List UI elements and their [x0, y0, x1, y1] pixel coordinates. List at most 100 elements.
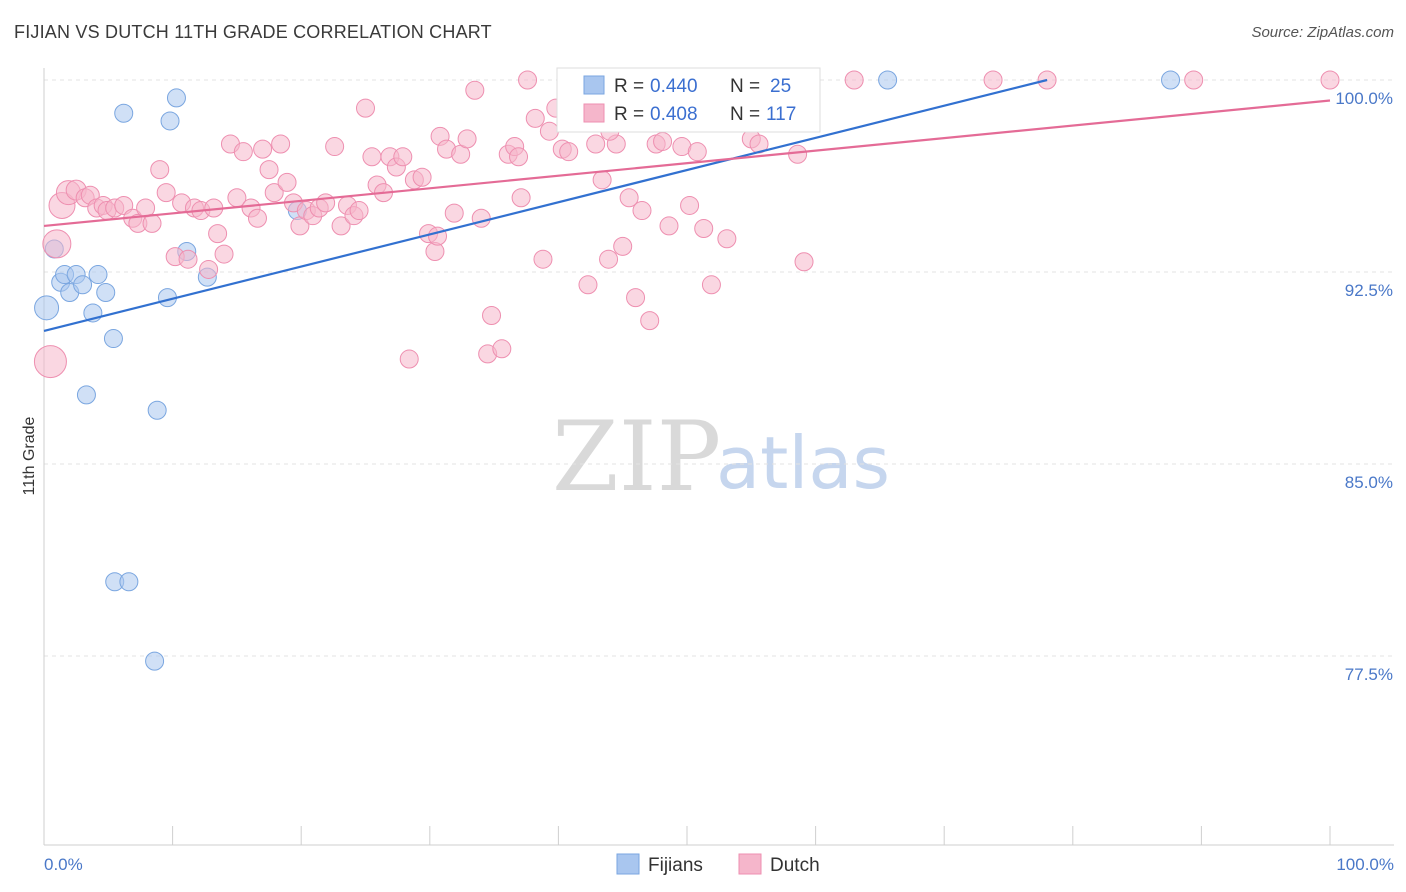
point-dutch-69	[492, 339, 512, 359]
point-dutch-17	[156, 183, 176, 203]
point-dutch-43	[325, 137, 345, 157]
point-dutch-0	[33, 345, 67, 379]
point-dutch-109	[844, 70, 864, 90]
point-dutch-36	[277, 172, 297, 192]
point-dutch-110	[983, 70, 1003, 90]
legend-n-label-fijians: N =	[730, 76, 760, 97]
point-dutch-74	[525, 108, 545, 128]
point-dutch-66	[471, 208, 491, 228]
legend-r-label-dutch: R =	[614, 104, 644, 125]
y-tick-label-0: 100.0%	[1335, 89, 1393, 108]
point-dutch-47	[349, 201, 369, 221]
point-dutch-79	[559, 142, 579, 162]
point-dutch-49	[362, 147, 382, 167]
point-fijians-8	[88, 265, 108, 285]
point-dutch-35	[271, 134, 291, 154]
watermark-zip: ZIP	[552, 401, 721, 513]
point-dutch-20	[178, 249, 198, 269]
point-dutch-94	[659, 216, 679, 236]
bottom-legend-swatch-dutch	[738, 853, 762, 875]
point-fijians-14	[160, 111, 180, 131]
legend-r-value-fijians: 0.440	[650, 76, 698, 97]
watermark: ZIP atlas	[552, 401, 890, 513]
legend-r-value-dutch: 0.408	[650, 104, 698, 125]
point-dutch-83	[586, 134, 606, 154]
trend-line-dutch	[43, 99, 1331, 228]
point-dutch-82	[578, 275, 598, 295]
point-fijians-18	[147, 400, 167, 420]
y-tick-label-1: 92.5%	[1345, 281, 1393, 300]
legend-r-label-fijians: R =	[614, 76, 644, 97]
y-tick-labels: 100.0% 92.5% 85.0% 77.5%	[1335, 89, 1393, 684]
point-dutch-113	[1320, 70, 1340, 90]
point-fijians-24	[1161, 70, 1181, 90]
bottom-legend-label-dutch: Dutch	[770, 855, 820, 876]
point-dutch-93	[653, 131, 673, 151]
grid	[44, 79, 1394, 657]
point-dutch-33	[259, 160, 279, 180]
point-dutch-85	[599, 249, 619, 269]
bottom-legend-swatch-fijians	[616, 853, 640, 875]
watermark-atlas: atlas	[716, 421, 890, 505]
point-fijians-11	[76, 385, 96, 405]
point-fijians-9	[96, 282, 116, 302]
point-dutch-115	[509, 147, 529, 167]
point-dutch-100	[701, 275, 721, 295]
bottom-legend-label-fijians: Fijians	[648, 855, 703, 876]
legend-swatch-fijians	[583, 75, 605, 95]
point-dutch-87	[613, 236, 633, 256]
y-tick-label-2: 85.0%	[1345, 473, 1393, 492]
point-dutch-88	[619, 188, 639, 208]
y-tick-label-3: 77.5%	[1345, 665, 1393, 684]
point-dutch-90	[632, 201, 652, 221]
point-dutch-54	[393, 147, 413, 167]
point-dutch-98	[687, 142, 707, 162]
series-fijians-points	[34, 70, 1181, 671]
x-ticks	[43, 826, 1331, 845]
point-dutch-48	[356, 98, 375, 118]
point-dutch-64	[457, 129, 477, 149]
point-dutch-16	[150, 160, 170, 180]
point-dutch-112	[1184, 70, 1204, 90]
point-dutch-75	[533, 249, 553, 269]
trend-line-fijians	[43, 78, 1048, 332]
point-dutch-34	[264, 183, 284, 203]
point-dutch-23	[199, 259, 219, 279]
point-dutch-26	[214, 244, 234, 264]
point-dutch-25	[208, 224, 228, 244]
point-fijians-6	[73, 275, 93, 295]
y-axis-title: 11th Grade	[21, 416, 38, 495]
legend-n-value-dutch: 117	[766, 104, 796, 125]
point-dutch-32	[253, 139, 273, 159]
point-dutch-102	[717, 229, 737, 249]
point-dutch-99	[694, 218, 714, 238]
point-dutch-72	[511, 188, 531, 208]
point-fijians-13	[166, 88, 186, 108]
point-dutch-31	[247, 208, 267, 228]
point-dutch-89	[626, 288, 646, 308]
point-fijians-10	[103, 329, 123, 349]
point-dutch-62	[444, 203, 464, 223]
legend-n-value-fijians: 25	[770, 76, 791, 97]
point-dutch-68	[482, 306, 502, 326]
point-dutch-44	[331, 216, 351, 236]
point-dutch-106	[788, 144, 808, 164]
legend-swatch-dutch	[583, 103, 605, 123]
source-label: Source: ZipAtlas.com	[1251, 24, 1394, 41]
legend-n-label-dutch: N =	[730, 104, 760, 125]
stats-legend: R = 0.440 N = 25 R = 0.408 N = 117	[556, 67, 821, 133]
point-dutch-55	[399, 349, 419, 369]
point-dutch-107	[794, 252, 814, 272]
point-fijians-12	[114, 103, 134, 123]
chart-title: FIJIAN VS DUTCH 11TH GRADE CORRELATION C…	[14, 22, 492, 42]
point-dutch-76	[539, 121, 559, 141]
series-dutch-points	[33, 70, 1340, 379]
point-fijians-23	[878, 70, 898, 90]
point-dutch-1	[42, 229, 72, 259]
point-dutch-97	[680, 195, 700, 215]
point-fijians-0	[34, 295, 60, 321]
x-tick-label-min: 0.0%	[44, 855, 83, 874]
point-dutch-29	[233, 142, 253, 162]
point-fijians-21	[145, 651, 165, 671]
